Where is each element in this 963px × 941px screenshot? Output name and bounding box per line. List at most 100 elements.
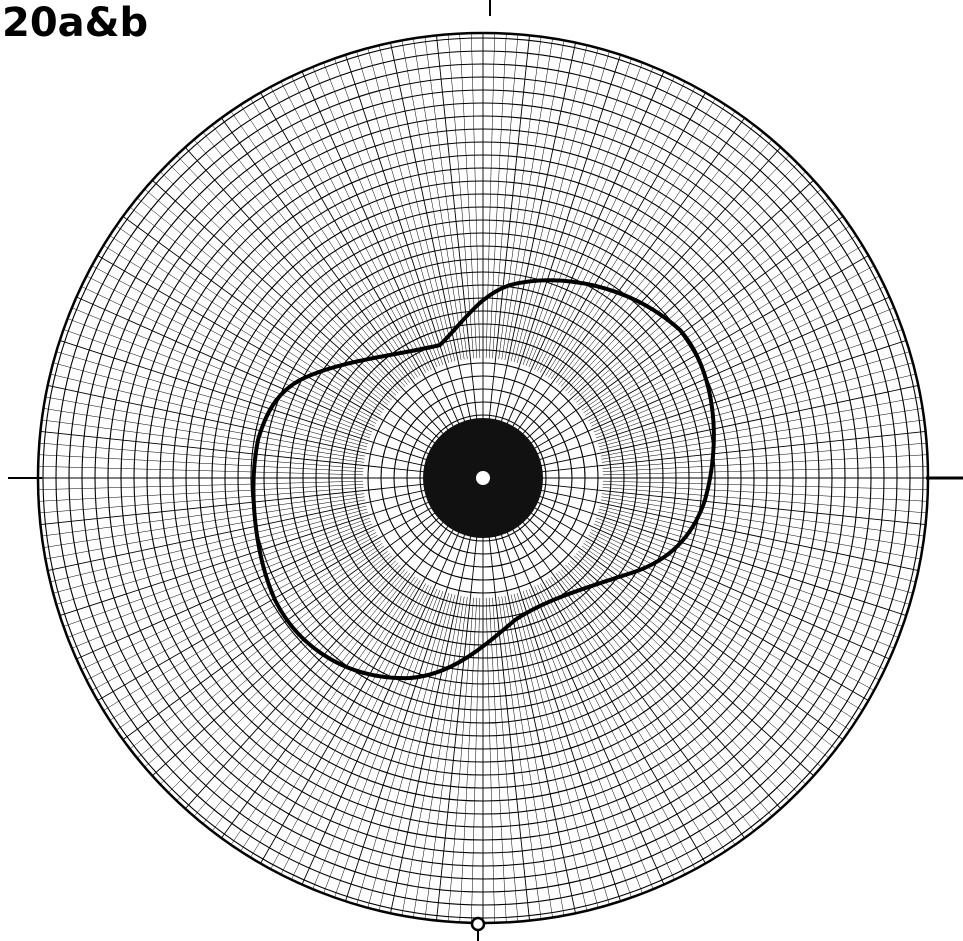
grid-radial xyxy=(600,499,921,560)
grid-radial xyxy=(596,517,903,627)
grid-radial xyxy=(491,506,621,902)
grid-radial xyxy=(151,179,462,459)
grid-radial xyxy=(39,442,364,469)
grid-radial xyxy=(569,171,806,396)
grid-radial xyxy=(211,124,411,383)
grid-radial xyxy=(401,595,462,916)
grid-radial xyxy=(86,532,377,681)
grid-radial xyxy=(424,596,468,920)
grid-radial xyxy=(413,38,465,360)
grid-radial xyxy=(560,139,773,387)
grid-radial xyxy=(591,286,885,427)
grid-radial xyxy=(591,529,885,670)
grid-radial xyxy=(598,508,913,594)
grid-radial xyxy=(168,163,399,394)
grid-radial xyxy=(540,583,696,870)
grid-radial xyxy=(345,506,475,902)
grid-radial xyxy=(602,480,928,490)
grid-radial xyxy=(81,529,375,670)
grid-radial xyxy=(588,265,875,421)
grid-radial xyxy=(602,484,928,502)
grid-radial xyxy=(59,486,455,616)
grid-radial xyxy=(497,503,706,864)
grid-radial xyxy=(492,34,519,359)
grid-radial xyxy=(390,507,478,914)
grid-radial xyxy=(221,117,466,454)
grid-radial xyxy=(550,576,736,845)
grid-radial xyxy=(211,573,411,832)
grid-radial xyxy=(109,543,383,721)
grid-radial xyxy=(574,188,822,401)
grid-radial xyxy=(601,496,923,548)
grid-radial xyxy=(67,318,372,436)
grid-radial xyxy=(602,454,928,472)
grid-radial xyxy=(38,454,364,472)
grid-radial xyxy=(97,492,458,701)
grid-radial xyxy=(122,495,459,740)
grid-radial xyxy=(280,584,429,875)
grid-radial xyxy=(345,54,475,450)
grid-radial xyxy=(601,419,925,463)
grid-radial xyxy=(600,396,921,457)
grid-radial xyxy=(545,98,716,376)
grid-radial xyxy=(103,245,381,416)
grid-radial xyxy=(504,179,815,459)
grid-radial xyxy=(447,34,474,359)
grid-radial xyxy=(510,296,890,467)
grid-radial xyxy=(280,81,429,372)
closed-curve xyxy=(251,278,716,681)
grid-radial xyxy=(598,362,913,448)
grid-radial xyxy=(323,62,441,367)
grid-radial xyxy=(565,155,790,392)
grid-radial xyxy=(40,431,454,476)
grid-radial xyxy=(599,505,916,583)
grid-radial xyxy=(560,569,773,817)
grid-radial xyxy=(43,408,365,460)
grid-radial xyxy=(510,489,890,660)
grid-radial xyxy=(516,51,610,364)
grid-radial xyxy=(144,555,392,768)
grid-radial xyxy=(508,492,869,701)
grid-radial xyxy=(38,484,364,502)
grid-radial xyxy=(71,523,373,649)
grid-radial xyxy=(86,275,377,424)
grid-radial xyxy=(528,588,654,890)
grid-radial xyxy=(356,51,450,364)
grid-radial xyxy=(160,171,397,396)
grid-radial xyxy=(585,245,863,416)
grid-radial xyxy=(176,564,401,801)
grid-radial xyxy=(56,351,369,445)
grid-radial xyxy=(576,197,829,403)
grid-radial xyxy=(589,275,880,424)
grid-radial xyxy=(45,499,366,560)
grid-radial xyxy=(485,597,495,923)
grid-radial xyxy=(168,562,399,793)
grid-radial xyxy=(291,586,432,880)
grid-radial xyxy=(260,92,469,453)
grid-radial xyxy=(504,40,565,361)
grid-radial xyxy=(312,66,438,368)
grid-radial xyxy=(594,520,899,638)
grid-radial xyxy=(485,507,530,921)
grid-radial xyxy=(378,45,456,362)
grid-radial xyxy=(511,340,907,470)
title: 20a&b xyxy=(2,0,148,46)
grid-radial xyxy=(569,560,806,785)
grid-radial xyxy=(53,508,368,594)
grid-radial xyxy=(109,235,383,413)
grid-radial xyxy=(507,216,844,461)
grid-radial xyxy=(555,573,755,832)
grid-radial xyxy=(581,225,850,411)
grid-radial xyxy=(494,505,665,885)
grid-radial xyxy=(512,431,926,476)
grid-radial xyxy=(424,36,468,360)
grid-radial xyxy=(193,139,406,387)
grid-radial xyxy=(507,495,844,740)
grid-radial xyxy=(501,38,553,360)
grid-radial xyxy=(103,540,381,711)
grid-radial xyxy=(585,540,863,711)
grid-radial xyxy=(589,532,880,681)
grid-radial xyxy=(501,596,553,918)
grid-radial xyxy=(250,580,421,858)
